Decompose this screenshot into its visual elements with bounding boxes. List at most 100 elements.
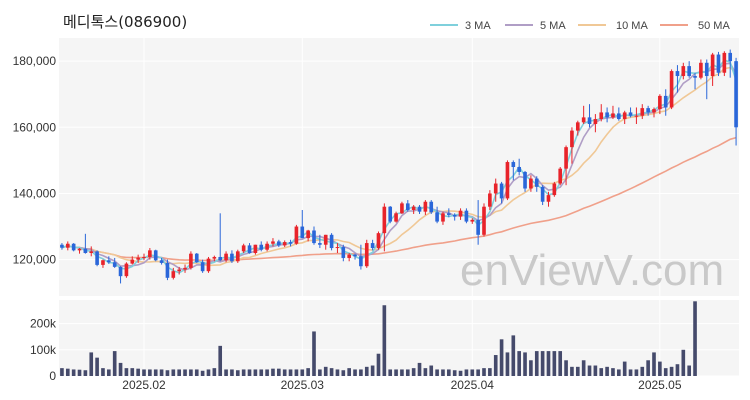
volume-bar	[341, 370, 346, 376]
volume-bar	[277, 368, 281, 376]
volume-bar	[447, 369, 451, 376]
candle-body	[704, 62, 709, 77]
date-tick-label: 2025.04	[451, 378, 495, 392]
candle-body	[540, 186, 545, 202]
candle-body	[581, 117, 586, 123]
volume-bar	[470, 369, 475, 376]
candle-body	[130, 259, 135, 264]
price-grid	[59, 38, 739, 296]
candle-body	[335, 247, 340, 249]
volume-bar	[118, 362, 123, 376]
candle-body	[194, 253, 199, 263]
candle-body	[312, 230, 316, 244]
candle-body	[241, 245, 246, 252]
candle-body	[675, 71, 680, 77]
volume-bar	[364, 366, 369, 376]
volume-bar	[394, 369, 398, 376]
candle-body	[230, 253, 234, 262]
legend: 3 MA 5 MA 10 MA 50 MA	[430, 20, 730, 32]
candle-body	[153, 250, 158, 261]
candle-body	[499, 183, 504, 199]
volume-bar	[218, 345, 223, 376]
volume-bar	[581, 360, 586, 376]
volume-bar	[253, 369, 258, 376]
volume-bar	[77, 369, 82, 376]
candle-body	[177, 269, 181, 272]
volume-bar	[247, 369, 252, 376]
volume-bar	[376, 353, 381, 376]
volume-bar	[142, 369, 146, 376]
volume-bar	[687, 365, 691, 376]
volume-bar	[534, 351, 539, 376]
volume-bar	[177, 369, 181, 376]
volume-bar	[505, 352, 510, 376]
volume-bar	[693, 301, 697, 376]
volume-bar	[353, 369, 357, 376]
volume-bar	[464, 369, 469, 376]
volume-bar	[675, 364, 680, 376]
candle-body	[646, 108, 650, 113]
candle-body	[441, 213, 445, 222]
candle-body	[693, 76, 697, 78]
candle-body	[687, 66, 691, 77]
volume-bar	[658, 361, 662, 376]
candle-body	[470, 219, 475, 222]
candle-body	[405, 203, 410, 210]
date-tick-label: 2025.02	[122, 378, 166, 392]
volume-bar	[435, 369, 439, 376]
volume-bar	[611, 368, 615, 376]
volume-bar	[669, 366, 674, 376]
volume-bar	[411, 368, 416, 376]
volume-bar	[499, 339, 504, 376]
volume-tick-label: 0	[49, 369, 56, 383]
candle-body	[622, 112, 627, 120]
volume-bar	[224, 369, 228, 376]
legend-label-5ma: 5 MA	[540, 20, 566, 32]
candle-body	[429, 201, 434, 213]
volume-tick-label: 100k	[30, 343, 57, 357]
volume-bar	[318, 369, 322, 376]
volume-bar	[388, 369, 393, 376]
candle-body	[534, 178, 539, 187]
candle-body	[417, 206, 422, 212]
volume-tick-label: 200k	[30, 317, 57, 331]
candle-body	[611, 113, 615, 118]
volume-bar	[488, 368, 492, 376]
candle-body	[364, 243, 369, 267]
candle-body	[118, 266, 123, 277]
volume-bar	[312, 331, 316, 376]
volume-bar	[335, 369, 340, 376]
candle-body	[282, 242, 287, 246]
volume-bar	[136, 368, 140, 376]
candle-body	[159, 260, 164, 263]
candle-body	[341, 247, 346, 258]
candle-body	[189, 253, 193, 268]
volume-plot-area	[59, 300, 739, 376]
volume-bar	[617, 369, 621, 376]
volume-bar	[83, 370, 88, 376]
volume-bar	[294, 369, 299, 376]
date-tick-label: 2025.03	[281, 378, 325, 392]
volume-bar	[230, 369, 234, 376]
candle-body	[658, 95, 662, 110]
candle-body	[142, 256, 146, 258]
volume-bar	[65, 368, 70, 376]
candle-body	[728, 52, 733, 62]
volume-bar	[605, 366, 609, 376]
volume-bar	[622, 361, 627, 376]
volume-bar	[423, 368, 428, 376]
volume-bar	[663, 368, 668, 376]
candle-body	[411, 206, 416, 210]
volume-bar	[575, 366, 580, 376]
volume-bar	[564, 360, 568, 376]
candle-body	[288, 242, 293, 244]
volume-bar	[511, 335, 516, 376]
legend-label-10ma: 10 MA	[616, 20, 648, 32]
candle-body	[663, 95, 668, 108]
volume-bar	[452, 370, 457, 376]
volume-bar	[382, 305, 387, 376]
candle-body	[107, 260, 111, 263]
volume-bar	[101, 368, 105, 376]
volume-bar	[681, 349, 686, 376]
price-axis: 120,000 140,000 160,000 180,000	[13, 54, 57, 266]
